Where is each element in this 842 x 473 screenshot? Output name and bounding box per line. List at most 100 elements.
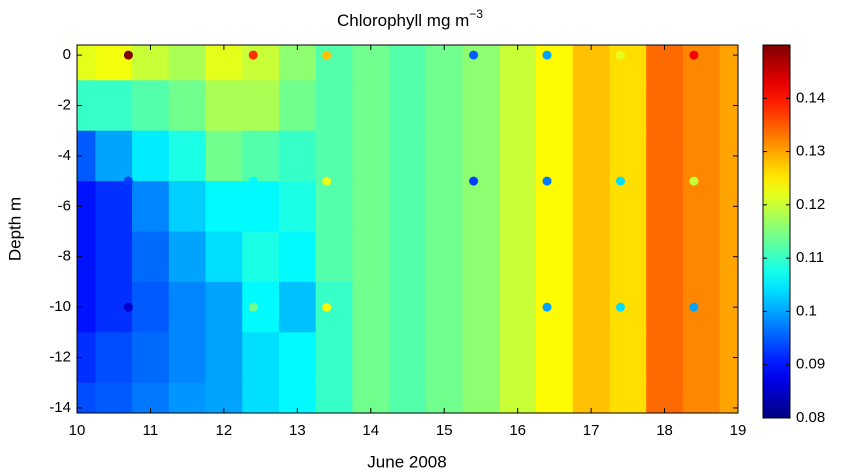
heat-cell: [77, 382, 96, 413]
x-tick-label: 14: [362, 422, 379, 439]
heat-cell: [536, 332, 574, 384]
sample-point: [248, 50, 258, 60]
heat-cell: [168, 382, 207, 413]
heat-cell: [132, 332, 170, 384]
sample-point: [689, 50, 699, 60]
x-tick-label: 10: [69, 422, 86, 439]
heat-cell: [132, 181, 170, 233]
heat-cell: [315, 231, 354, 283]
heat-cell: [389, 181, 427, 233]
heat-cell: [132, 130, 170, 182]
heat-cell: [95, 80, 133, 132]
heat-cell: [536, 281, 574, 333]
heat-cell: [168, 332, 207, 384]
heat-cell: [352, 80, 390, 132]
heat-cell: [719, 281, 738, 333]
sample-point: [615, 302, 625, 312]
heat-cell: [646, 45, 684, 81]
heat-cell: [609, 130, 647, 182]
heat-cell: [168, 181, 207, 233]
heat-cell: [536, 231, 574, 283]
heat-cell: [352, 181, 390, 233]
heat-cell: [315, 181, 354, 233]
sample-point: [615, 50, 625, 60]
heat-cell: [278, 181, 317, 233]
heat-cell: [682, 181, 721, 233]
heat-cell: [278, 281, 317, 333]
heat-cell: [425, 45, 464, 81]
heat-cell: [462, 382, 500, 413]
heat-cell: [536, 80, 574, 132]
heat-cell: [132, 382, 170, 413]
heat-cell: [389, 281, 427, 333]
heat-cell: [646, 281, 684, 333]
heat-cell: [95, 130, 133, 182]
heat-cell: [389, 130, 427, 182]
heat-cell: [315, 45, 354, 81]
heat-cell: [572, 281, 611, 333]
y-tick-label: -4: [58, 147, 71, 164]
heat-cell: [77, 181, 96, 233]
colorbar: [762, 44, 791, 419]
heat-cell: [77, 332, 96, 384]
plot-frame: [76, 44, 739, 414]
heat-cell: [242, 181, 280, 233]
x-tick-label: 16: [509, 422, 526, 439]
sample-point: [542, 302, 552, 312]
heat-cell: [536, 382, 574, 413]
heat-cell: [352, 231, 390, 283]
heat-cell: [168, 130, 207, 182]
heat-cell: [425, 382, 464, 413]
sample-point: [469, 50, 479, 60]
heat-cell: [242, 382, 280, 413]
heat-cell: [646, 181, 684, 233]
x-tick-label: 11: [143, 422, 159, 439]
sample-point: [615, 176, 625, 186]
heat-cell: [646, 231, 684, 283]
heat-cell: [719, 130, 738, 182]
heat-cell: [609, 281, 647, 333]
sample-point: [123, 176, 133, 186]
chart-title: Chlorophyll mg m−3: [337, 7, 483, 30]
heat-cell: [168, 231, 207, 283]
heat-cell: [425, 281, 464, 333]
heat-cell: [389, 231, 427, 283]
sample-point: [469, 176, 479, 186]
x-tick-label: 19: [730, 422, 747, 439]
colorbar-tick-label: 0.09: [796, 356, 825, 373]
heat-cell: [95, 181, 133, 233]
heat-cell: [205, 382, 243, 413]
x-tick-label: 15: [436, 422, 453, 439]
heat-cell: [499, 45, 537, 81]
colorbar-tick-label: 0.13: [796, 143, 825, 160]
heat-cell: [168, 80, 207, 132]
heat-cell: [205, 281, 243, 333]
heat-cell: [499, 80, 537, 132]
colorbar-tick-label: 0.14: [796, 89, 825, 106]
heat-cell: [462, 130, 500, 182]
y-tick-label: -2: [58, 96, 71, 113]
heat-cell: [352, 281, 390, 333]
x-tick-label: 17: [583, 422, 600, 439]
heat-cell: [462, 281, 500, 333]
heat-cell: [609, 332, 647, 384]
x-tick-label: 13: [289, 422, 306, 439]
heat-cell: [205, 130, 243, 182]
heat-cell: [77, 281, 96, 333]
heat-cell: [425, 231, 464, 283]
heat-cell: [168, 281, 207, 333]
heat-cell: [646, 382, 684, 413]
sample-point: [248, 176, 258, 186]
heat-cell: [646, 80, 684, 132]
heat-cell: [462, 332, 500, 384]
sample-point: [248, 302, 258, 312]
heat-cell: [205, 332, 243, 384]
heat-cell: [205, 181, 243, 233]
heat-cell: [77, 130, 96, 182]
sample-point: [322, 50, 332, 60]
heat-cell: [499, 181, 537, 233]
heat-cell: [682, 130, 721, 182]
x-axis-label: June 2008: [367, 452, 446, 471]
heat-cell: [95, 45, 133, 81]
heat-cell: [278, 231, 317, 283]
